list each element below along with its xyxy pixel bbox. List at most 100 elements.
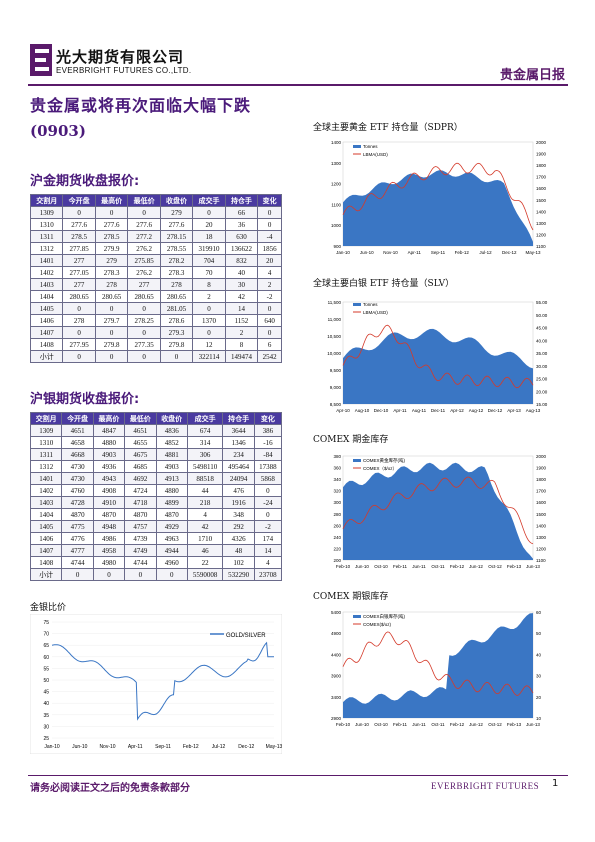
y-tick-label: 9,500 [330,368,342,373]
silver-table-cell: 5590008 [186,568,224,581]
y2-tick-label: 1800 [536,163,547,168]
holdings-area [343,328,533,404]
silver-table-cell: 386 [253,424,283,437]
gold-table-cell: 319910 [192,242,226,255]
page-title: 贵金属或将再次面临大幅下跌 [30,96,252,115]
gold-table-cell: 1370 [192,314,226,327]
silver-table-cell: 4724 [124,484,157,497]
silver-table-col-header: 成交手 [186,412,224,425]
y2-tick-label: 55.00 [536,300,548,305]
silver-table-cell: 0 [253,484,283,497]
silver-table-cell: 1408 [29,556,63,569]
ratio-chart-title: 金银比价 [30,603,67,613]
x-tick-label: Nov-10 [383,250,398,255]
silver-table-cell: 4757 [124,520,157,533]
gold-quote-table: 交割月 今开盘 最高价 最低价 收盘价 成交手 持仓手 变化 1309 0 0 0 279 0 66 0 131… [29,194,282,363]
gold-table-col-header: 持仓手 [224,194,259,207]
silver-table-cell: 1710 [186,532,224,545]
legend-label: COMEX（$/oz） [363,466,397,471]
page-number: 1 [552,778,559,789]
gold-table-cell: 276.2 [127,242,161,255]
x-tick-label: Sep-11 [155,744,171,750]
silver-table-cell: 102 [222,556,255,569]
silver-table-cell: 4852 [155,436,188,449]
x-tick-label: Apr-10 [336,408,350,413]
y2-tick-label: 50.00 [536,313,548,318]
gold-table-cell: 0 [257,326,282,339]
x-tick-label: Feb-11 [393,722,407,727]
x-tick-label: Jun-11 [412,564,426,569]
silver-table-cell: 1311 [29,448,63,461]
x-tick-label: Feb-12 [455,250,470,255]
silver-table-cell: 4692 [124,472,157,485]
slv-chart-title: 全球主要白银 ETF 持仓量（SLV） [313,279,455,289]
gold-table-cell: 280.65 [94,290,129,303]
x-tick-label: Feb-13 [507,722,522,727]
gold-table-cell: 279 [159,206,194,219]
y2-tick-label: 1400 [536,209,547,214]
gold-table-col-header: 收盘价 [159,194,194,207]
legend-label: LBMA(USD) [363,310,388,315]
spdr-chart-title: 全球主要黄金 ETF 持仓量（SDPR） [313,123,463,133]
x-tick-label: Jun-13 [526,564,540,569]
gold-table-cell: 小计 [29,350,64,363]
silver-table-cell: 14 [253,544,283,557]
gold-table-cell: 1407 [29,326,64,339]
y-tick-label: 9,000 [330,385,342,390]
gold-table-row: 1309 0 0 0 279 0 66 0 [29,206,282,219]
x-tick-label: Aug-11 [412,408,427,413]
silver-table-cell: 1402 [29,484,63,497]
gold-table-cell: 640 [257,314,282,327]
silver-table-cell: 4936 [92,460,126,473]
gold-table-cell: 279.7 [94,314,129,327]
silver-table-cell: 1309 [29,424,63,437]
y2-tick-label: 1900 [536,466,547,471]
silver-table-cell: 4943 [92,472,126,485]
silver-table-cell: 17388 [253,460,283,473]
gold-table-cell: 1406 [29,314,64,327]
gold-table-cell: 279.8 [159,338,194,351]
company-logo [30,44,52,76]
silver-table-cell: 4980 [92,556,126,569]
silver-table-col-header: 交割月 [29,412,63,425]
gold-table-col-header: 今开盘 [62,194,96,207]
gold-table-cell: 0 [192,326,226,339]
company-name-en: EVERBRIGHT FUTURES CO.,LTD. [56,66,192,75]
gold-table-cell: 70 [192,266,226,279]
silver-table-cell: 4730 [61,472,94,485]
gold-table-cell: 277 [62,278,96,291]
x-tick-label: Jun-12 [469,564,483,569]
legend-swatch-area [353,303,361,306]
x-tick-label: Apr-11 [408,250,422,255]
gold-table-cell: 1311 [29,230,64,243]
silver-table-row: 1401 4730 4943 4692 4913 88518 24094 5868 [29,472,283,485]
report-date: (0903) [30,122,86,140]
gold-table-cell: 0 [62,206,96,219]
gold-table-col-header: 交割月 [29,194,64,207]
gold-table-cell: 0 [127,350,161,363]
silver-table-row: 1312 4730 4936 4685 4903 5498110 495464 17388 [29,460,283,473]
silver-table-cell: -84 [253,448,283,461]
x-tick-label: Aug-13 [526,408,541,413]
gold-table-cell: 0 [127,302,161,315]
silver-table-cell: 0 [61,568,94,581]
company-name-cn: 光大期货有限公司 [56,48,185,66]
gold-table-cell: 0 [94,326,129,339]
gold-table-cell: 278 [62,314,96,327]
silver-table-cell: 1312 [29,460,63,473]
gold-table-cell: 2542 [257,350,282,363]
gold-table-cell: 277.6 [159,218,194,231]
silver-table-cell: 4744 [124,556,157,569]
silver-table-cell: 4870 [155,508,188,521]
silver-table-cell: 674 [186,424,224,437]
gold-table-cell: 281.05 [159,302,194,315]
x-tick-label: Dec-10 [374,408,389,413]
silver-table-cell: 4870 [124,508,157,521]
gold-table-cell: 1310 [29,218,64,231]
y-tick-label: 1200 [331,182,342,187]
silver-table-cell: 314 [186,436,224,449]
y2-tick-label: 1400 [536,523,547,528]
gold-table-cell: 4 [257,266,282,279]
silver-table-cell: 4777 [61,544,94,557]
x-tick-label: Aug-12 [469,408,484,413]
